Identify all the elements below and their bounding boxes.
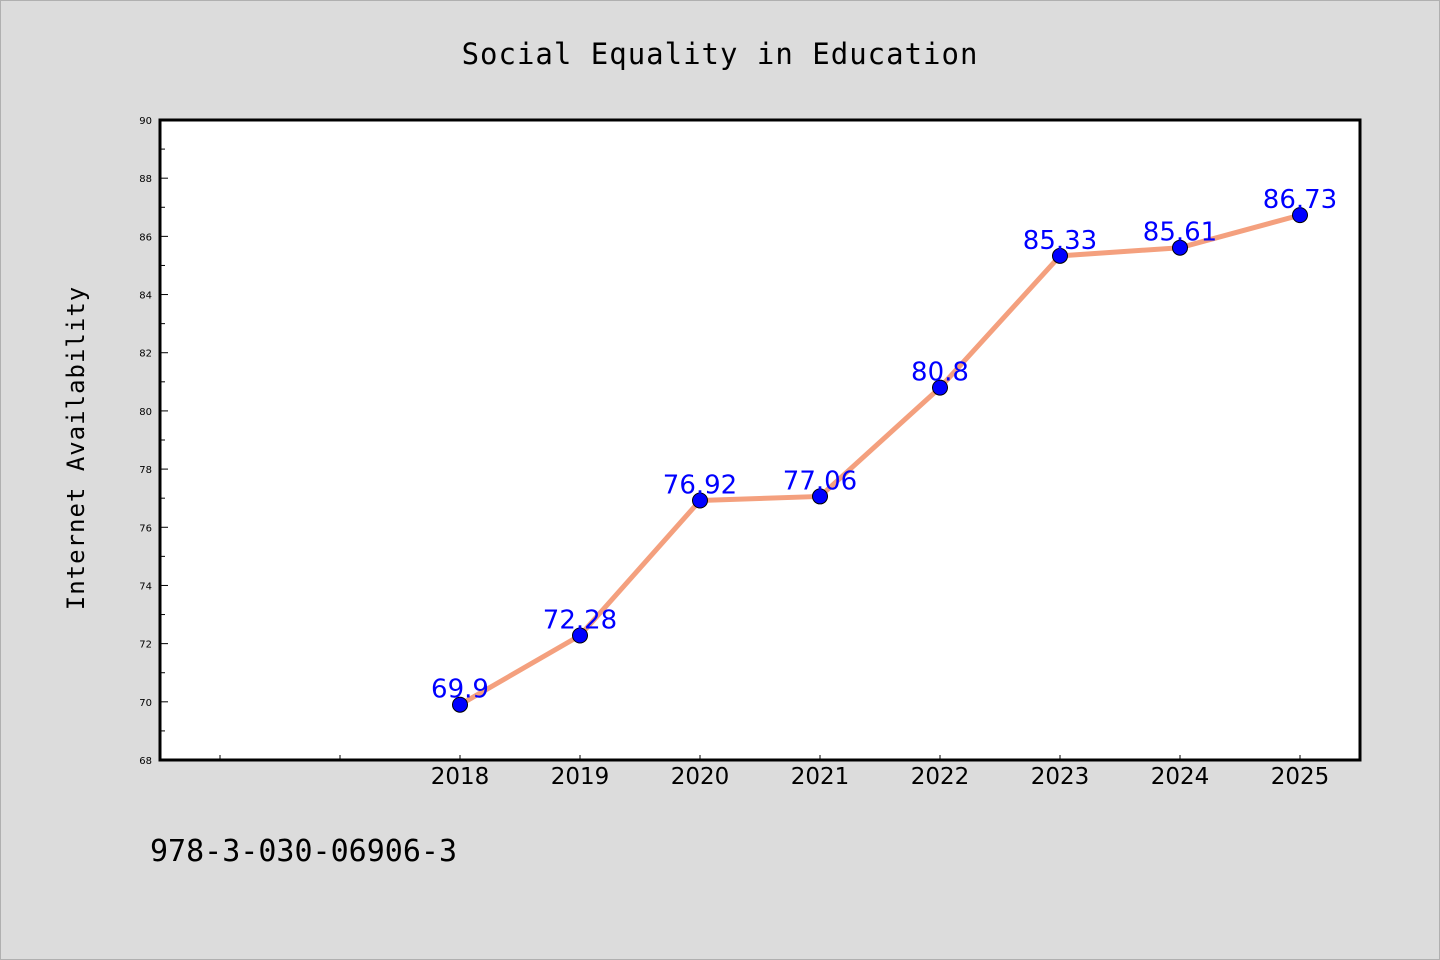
y-tick-label: 80 [139,407,152,418]
data-point [692,492,708,509]
y-axis: 68 70 72 74 76 78 80 82 84 86 88 90 [139,116,168,767]
data-point [1292,207,1308,224]
series-group: 69.9 72.28 76.92 77.06 80.8 85.33 85.61 86.73 [431,185,1337,713]
y-axis-label: Internet Availability [62,286,90,610]
x-tick-label: 2021 [791,764,850,790]
series-line [457,212,1303,708]
y-tick-label: 70 [139,698,152,709]
x-tick-label: 2022 [911,764,970,790]
data-point [812,488,828,505]
x-tick-label: 2020 [671,764,730,790]
x-tick-label: 2025 [1271,764,1330,790]
data-point [572,627,588,644]
data-point [932,379,948,396]
data-label: 77.06 [783,466,857,496]
y-tick-label: 88 [139,174,152,185]
x-tick-label: 2024 [1151,764,1210,790]
y-tick-label: 78 [139,465,152,476]
data-label: 80.8 [911,358,969,388]
data-point [1172,239,1188,256]
x-tick-label: 2018 [431,764,490,790]
data-label: 76.92 [663,471,737,501]
data-label: 69.9 [431,675,489,705]
y-tick-label: 86 [139,232,152,243]
y-tick-label: 68 [139,756,152,767]
y-tick-label: 82 [139,349,152,360]
data-point [1052,247,1068,264]
x-axis: 2018 2019 2020 2021 2022 2023 2024 2025 [219,755,1330,790]
plot-area [158,118,1362,762]
x-tick-label: 2019 [551,764,610,790]
data-label: 85.61 [1143,218,1217,248]
y-tick-label: 72 [139,640,152,651]
chart-title: Social Equality in Education [462,37,979,71]
data-label: 72.28 [543,605,617,635]
x-tick-label: 2023 [1031,764,1090,790]
data-label: 86.73 [1263,185,1337,215]
data-point [452,696,468,713]
data-label: 85.33 [1023,226,1097,256]
y-tick-label: 90 [139,116,152,127]
y-tick-label: 74 [139,581,152,592]
y-tick-label: 76 [139,523,152,534]
isbn-footer: 978-3-030-06906-3 [150,834,458,869]
y-tick-label: 84 [139,291,152,302]
